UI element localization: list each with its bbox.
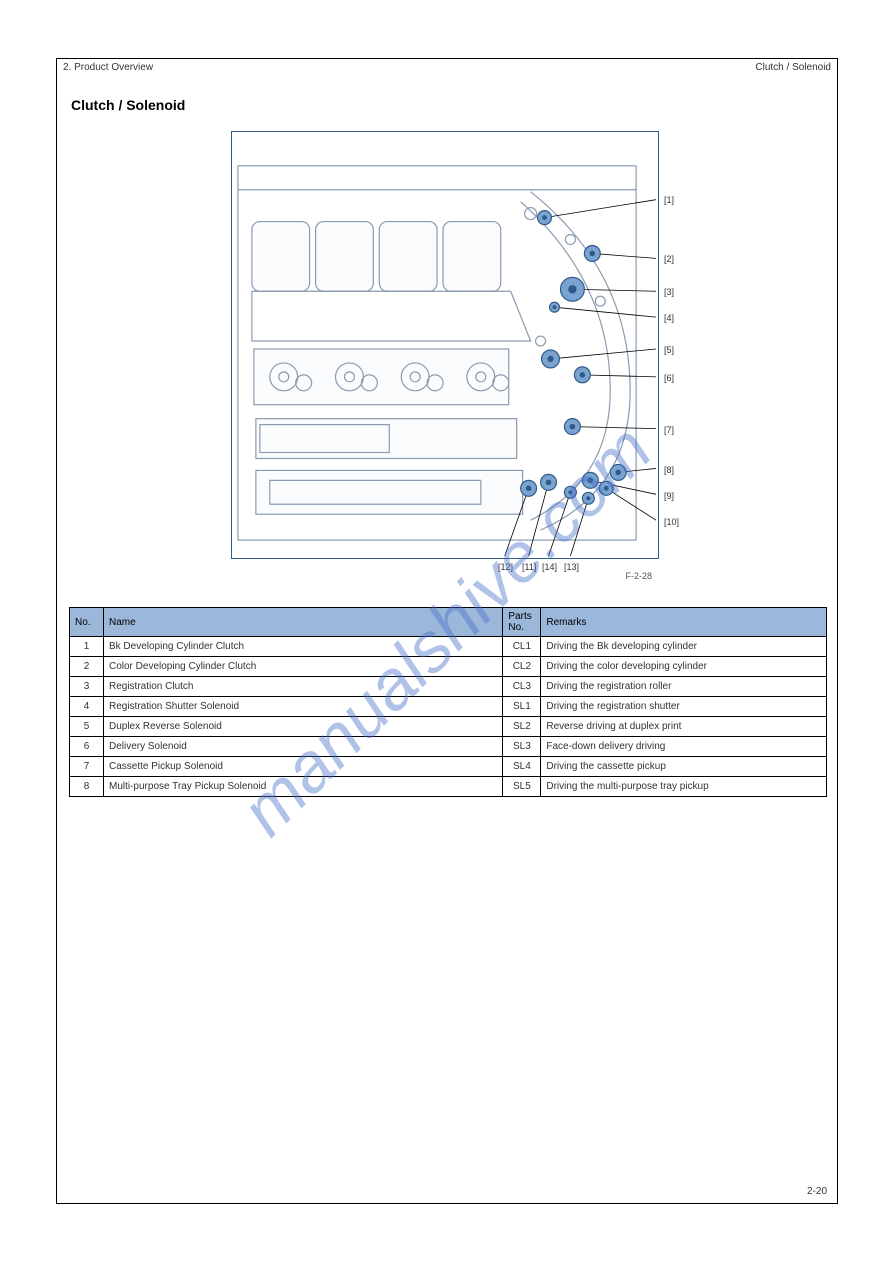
table-cell: Driving the multi-purpose tray pickup	[541, 777, 827, 797]
table-row: 2Color Developing Cylinder ClutchCL2Driv…	[70, 657, 827, 677]
table-cell: Bk Developing Cylinder Clutch	[103, 637, 502, 657]
table-row: 6Delivery SolenoidSL3Face-down delivery …	[70, 737, 827, 757]
table-cell: SL2	[503, 717, 541, 737]
section-title: Clutch / Solenoid	[71, 97, 185, 113]
page-frame: 2. Product Overview Clutch / Solenoid Cl…	[56, 58, 838, 1204]
table-cell: 3	[70, 677, 104, 697]
diagram-callout: [2]	[664, 254, 674, 264]
table-row: 4Registration Shutter SolenoidSL1Driving…	[70, 697, 827, 717]
diagram-callout: [13]	[564, 562, 579, 572]
table-cell: Reverse driving at duplex print	[541, 717, 827, 737]
table-row: 3Registration ClutchCL3Driving the regis…	[70, 677, 827, 697]
parts-table: No. Name Parts No. Remarks 1Bk Developin…	[69, 607, 827, 797]
table-cell: 5	[70, 717, 104, 737]
table-cell: Driving the registration shutter	[541, 697, 827, 717]
table-cell: Registration Clutch	[103, 677, 502, 697]
col-name: Name	[103, 608, 502, 637]
table-cell: Face-down delivery driving	[541, 737, 827, 757]
col-no: No.	[70, 608, 104, 637]
diagram-callout: [10]	[664, 517, 679, 527]
table-body: 1Bk Developing Cylinder ClutchCL1Driving…	[70, 637, 827, 797]
table-row: 5Duplex Reverse SolenoidSL2Reverse drivi…	[70, 717, 827, 737]
diagram-callout: [14]	[542, 562, 557, 572]
page-header: 2. Product Overview Clutch / Solenoid	[57, 59, 837, 81]
diagram-callout: [6]	[664, 373, 674, 383]
diagram-callout: [4]	[664, 313, 674, 323]
table-cell: Color Developing Cylinder Clutch	[103, 657, 502, 677]
diagram-callout: [5]	[664, 345, 674, 355]
table-cell: Duplex Reverse Solenoid	[103, 717, 502, 737]
diagram-callout: [3]	[664, 287, 674, 297]
table-header: No. Name Parts No. Remarks	[70, 608, 827, 637]
table-row: 7Cassette Pickup SolenoidSL4Driving the …	[70, 757, 827, 777]
technical-diagram: [1][2][3][4][5][6][7][8][9][10][11][12][…	[231, 131, 659, 559]
table-cell: Driving the Bk developing cylinder	[541, 637, 827, 657]
table-cell: SL3	[503, 737, 541, 757]
table-row: 1Bk Developing Cylinder ClutchCL1Driving…	[70, 637, 827, 657]
figure-reference: F-2-28	[625, 571, 652, 581]
table-cell: SL5	[503, 777, 541, 797]
table-cell: 8	[70, 777, 104, 797]
diagram-svg	[232, 132, 658, 558]
table-cell: Registration Shutter Solenoid	[103, 697, 502, 717]
table-cell: CL3	[503, 677, 541, 697]
diagram-callout: [7]	[664, 425, 674, 435]
col-partno: Parts No.	[503, 608, 541, 637]
table-cell: SL1	[503, 697, 541, 717]
table-cell: Multi-purpose Tray Pickup Solenoid	[103, 777, 502, 797]
table-cell: Driving the cassette pickup	[541, 757, 827, 777]
table-cell: 6	[70, 737, 104, 757]
header-left: 2. Product Overview	[63, 62, 153, 78]
table-cell: SL4	[503, 757, 541, 777]
diagram-callout: [9]	[664, 491, 674, 501]
diagram-callout: [11]	[522, 562, 536, 572]
table-cell: 2	[70, 657, 104, 677]
col-remarks: Remarks	[541, 608, 827, 637]
table-cell: 1	[70, 637, 104, 657]
diagram-callout: [8]	[664, 465, 674, 475]
table-cell: Delivery Solenoid	[103, 737, 502, 757]
table-cell: 4	[70, 697, 104, 717]
table-cell: Cassette Pickup Solenoid	[103, 757, 502, 777]
header-right: Clutch / Solenoid	[755, 62, 831, 78]
table-cell: CL1	[503, 637, 541, 657]
diagram-callout: [12]	[498, 562, 513, 572]
diagram-callout: [1]	[664, 195, 674, 205]
page-number: 2-20	[807, 1186, 827, 1197]
table-row: 8Multi-purpose Tray Pickup SolenoidSL5Dr…	[70, 777, 827, 797]
diagram-markers	[505, 200, 656, 556]
table-cell: Driving the registration roller	[541, 677, 827, 697]
table-cell: 7	[70, 757, 104, 777]
table-cell: Driving the color developing cylinder	[541, 657, 827, 677]
table-cell: CL2	[503, 657, 541, 677]
